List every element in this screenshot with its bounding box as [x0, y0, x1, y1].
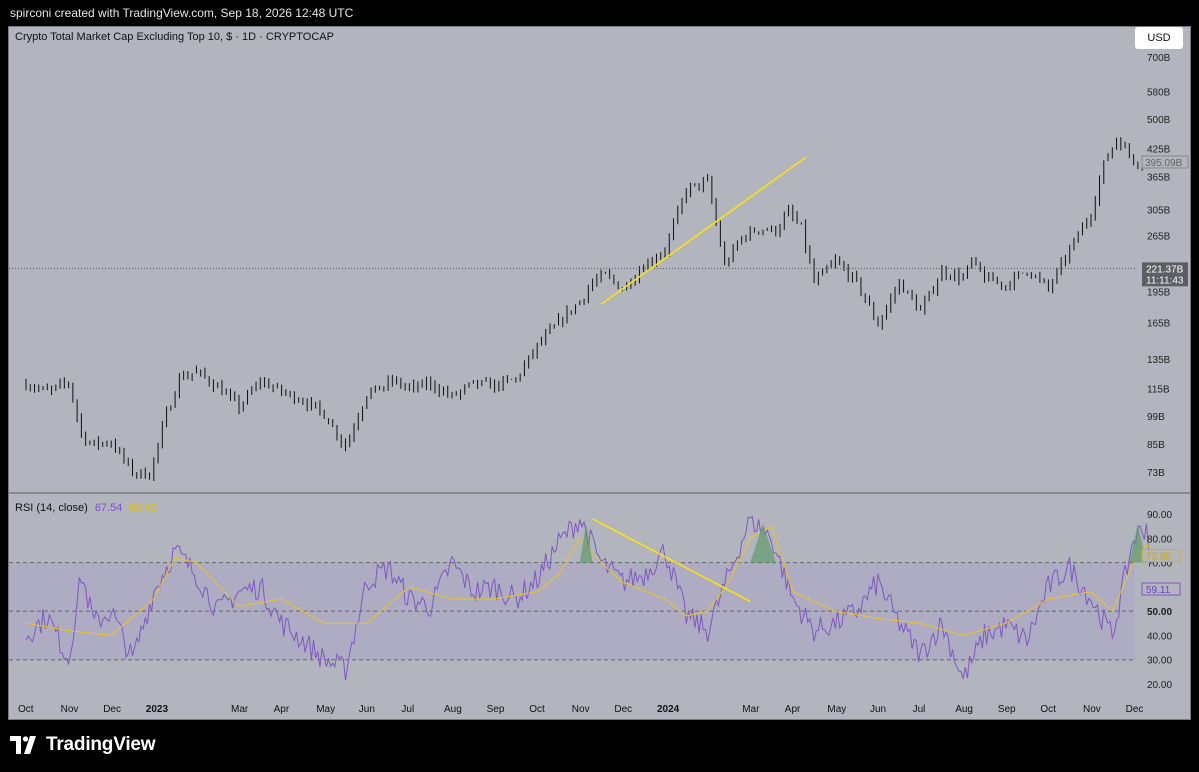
rsi-overbought-fill: [750, 523, 776, 563]
rsi-tick-label: 50.00: [1147, 607, 1172, 618]
price-tick-label: 425B: [1147, 145, 1171, 156]
rsi-trendline: [592, 518, 751, 603]
price-trendline: [600, 156, 807, 305]
x-tick-label: Dec: [103, 704, 121, 715]
chart-title: Crypto Total Market Cap Excluding Top 10…: [15, 31, 334, 43]
x-tick-label: Mar: [742, 704, 760, 715]
price-tick-label: 165B: [1147, 318, 1171, 329]
tradingview-logo-icon: [10, 736, 36, 754]
x-tick-label: Oct: [529, 704, 545, 715]
price-tick-label: 580B: [1147, 88, 1171, 99]
chart-svg: 700B 580B 500B 425B 365B 305B 265B 195B 165B 135B…: [9, 53, 1190, 715]
rsi-tick-label: 40.00: [1147, 631, 1172, 642]
x-tick-label: Mar: [231, 704, 249, 715]
rsi-label: RSI (14, close): [15, 502, 88, 514]
rsi-tick-label: 30.00: [1147, 656, 1172, 667]
x-tick-label: Jul: [913, 704, 926, 715]
current-price-box: [1141, 155, 1189, 169]
current-price-label: 395.09B: [1145, 158, 1183, 169]
x-tick-label: Sep: [998, 704, 1016, 715]
x-tick-label: Aug: [444, 704, 462, 715]
price-tick-label: 365B: [1147, 173, 1171, 184]
price-tick-label: 265B: [1147, 231, 1171, 242]
rsi-legend: RSI (14, close) 67.54 63.49: [15, 502, 157, 514]
x-tick-label: Nov: [1083, 704, 1101, 715]
x-tick-label: 2023: [146, 704, 169, 715]
rsi-overbought-fill: [579, 523, 593, 563]
x-tick-label: Apr: [274, 704, 290, 715]
rsi-ma-last-box: [1141, 549, 1181, 563]
rsi-last-label: 59.11: [1146, 585, 1171, 596]
x-tick-label: Oct: [18, 704, 34, 715]
price-tick-label: 195B: [1147, 288, 1171, 299]
x-tick-label: Dec: [1126, 704, 1144, 715]
x-tick-label: Nov: [572, 704, 590, 715]
rsi-tick-label: 20.00: [1147, 680, 1172, 691]
price-tick-label: 700B: [1147, 53, 1171, 64]
x-tick-label: Oct: [1040, 704, 1056, 715]
tradingview-logo[interactable]: TradingView: [10, 734, 156, 756]
price-tick-label: 99B: [1147, 412, 1165, 423]
rsi-value: 67.54: [94, 502, 123, 514]
header-text: spirconi created with TradingView.com, S…: [10, 6, 354, 20]
x-tick-label: 2024: [657, 704, 680, 715]
currency-button[interactable]: USD: [1135, 27, 1183, 49]
x-tick-label: Jun: [359, 704, 375, 715]
x-tick-label: May: [827, 704, 846, 715]
x-tick-label: Jun: [870, 704, 886, 715]
brand-name: TradingView: [46, 734, 156, 755]
x-tick-label: May: [316, 704, 335, 715]
rsi-ma-value: 63.49: [129, 502, 157, 514]
countdown-label: 11:11:43: [1146, 275, 1184, 286]
header-bar: spirconi created with TradingView.com, S…: [0, 0, 1199, 26]
price-tick-label: 115B: [1147, 385, 1170, 396]
crosshair-price-label: 221.37B: [1146, 264, 1184, 275]
price-tick-label: 305B: [1147, 206, 1171, 217]
price-tick-label: 135B: [1147, 355, 1171, 366]
rsi-tick-label: 80.00: [1147, 534, 1172, 545]
rsi-tick-label: 70.00: [1147, 559, 1172, 570]
rsi-last-box: [1141, 582, 1181, 596]
x-tick-label: Apr: [785, 704, 801, 715]
x-tick-label: Nov: [61, 704, 79, 715]
x-tick-label: Sep: [487, 704, 505, 715]
x-tick-label: Jul: [401, 704, 414, 715]
chart-frame: 700B 580B 500B 425B 365B 305B 265B 195B 165B 135B…: [8, 26, 1191, 720]
x-tick-label: Dec: [614, 704, 632, 715]
price-tick-label: 500B: [1147, 115, 1171, 126]
price-tick-label: 73B: [1147, 468, 1165, 479]
rsi-ma-last-label: 72.85: [1146, 552, 1171, 563]
rsi-tick-label: 90.00: [1147, 510, 1172, 521]
x-tick-label: Aug: [955, 704, 973, 715]
price-tick-label: 85B: [1147, 440, 1165, 451]
crosshair-box: [1142, 262, 1188, 287]
footer: TradingView: [0, 722, 1199, 772]
rsi-line: [25, 515, 1153, 681]
